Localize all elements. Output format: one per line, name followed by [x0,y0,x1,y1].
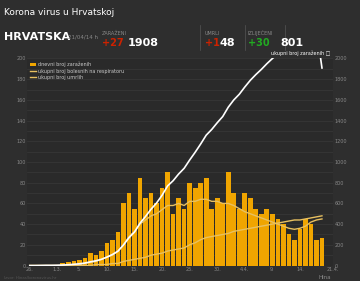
Bar [88,253,93,266]
Bar [82,258,87,266]
Bar [171,214,175,266]
Text: 1908: 1908 [128,38,159,47]
Bar [298,229,302,266]
Bar [253,209,258,266]
Bar [226,172,231,266]
Bar [237,209,242,266]
Bar [281,224,286,266]
Text: IZLIJEČENI: IZLIJEČENI [248,30,274,36]
Bar [99,251,104,266]
Bar [105,243,109,266]
Text: ukupni broj zaraženih □: ukupni broj zaraženih □ [271,51,330,56]
Text: +27: +27 [102,38,123,47]
Text: 801: 801 [280,38,303,47]
Bar [77,260,82,266]
Text: +1: +1 [205,38,220,47]
Bar [132,209,137,266]
Bar [314,240,319,266]
Bar [231,193,236,266]
Bar [110,240,115,266]
Bar [287,234,291,266]
Bar [193,188,198,266]
Text: Izvor: Hinas/koronavirus.hr: Izvor: Hinas/koronavirus.hr [4,277,56,280]
Bar [149,193,153,266]
Bar [198,183,203,266]
Bar [160,188,165,266]
Bar [60,264,65,266]
Bar [320,238,324,266]
Text: Hina: Hina [319,275,331,280]
Legend: dnevni broj zaraženih, ukupni broj bolesnih na respiratoru, ukupni broj umrlih: dnevni broj zaraženih, ukupni broj boles… [30,61,125,81]
Bar [242,193,247,266]
Bar [127,193,131,266]
Bar [292,240,297,266]
Bar [143,198,148,266]
Bar [187,183,192,266]
Bar [275,219,280,266]
Text: 21/04/14 h: 21/04/14 h [68,35,98,40]
Bar [39,264,43,266]
Bar [176,198,181,266]
Bar [165,172,170,266]
Bar [270,214,275,266]
Bar [248,198,253,266]
Text: ZARAŽENI: ZARAŽENI [102,31,127,36]
Text: UMRLI: UMRLI [205,31,220,36]
Bar [154,203,159,266]
Bar [259,214,264,266]
Bar [182,209,186,266]
Bar [72,261,76,266]
Bar [210,209,214,266]
Bar [138,178,142,266]
Bar [220,203,225,266]
Bar [309,224,313,266]
Bar [94,255,98,266]
Bar [44,264,49,266]
Bar [116,232,120,266]
Text: HRVATSKA: HRVATSKA [4,32,70,42]
Bar [265,209,269,266]
Text: +30: +30 [248,38,270,47]
Bar [204,178,208,266]
Bar [121,203,126,266]
Bar [66,262,71,266]
Bar [215,198,220,266]
Text: 48: 48 [220,38,236,47]
Text: Korona virus u Hrvatskoj: Korona virus u Hrvatskoj [4,8,114,17]
Bar [303,219,308,266]
Bar [55,264,60,266]
